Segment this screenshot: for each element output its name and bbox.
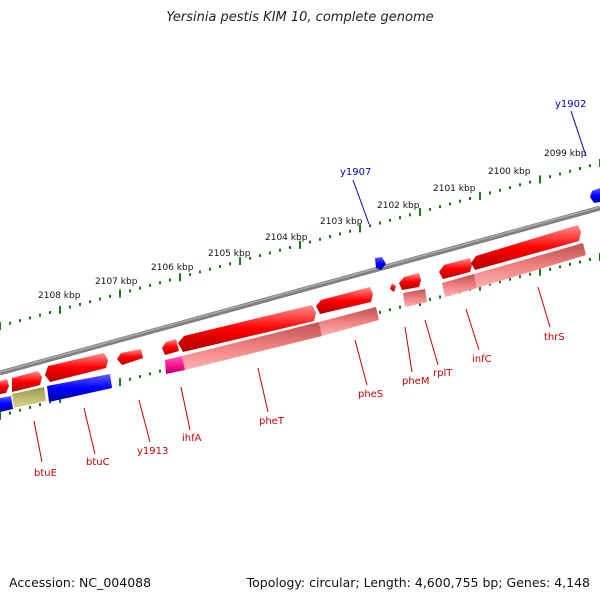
blue-marker[interactable] (375, 257, 386, 270)
rna-gene[interactable] (403, 289, 427, 307)
rna-gene[interactable] (319, 307, 379, 336)
gene-label-y1913: y1913 (137, 446, 168, 457)
gene-arrow[interactable] (178, 305, 316, 352)
ruler-label-2101: 2101 kbp (433, 184, 476, 194)
gene-label-btuC: btuC (86, 457, 110, 468)
gene-arrow[interactable] (471, 225, 581, 270)
rna-genes (165, 243, 586, 374)
gene-label-y1902: y1902 (555, 99, 586, 110)
rna-gene[interactable] (474, 243, 586, 288)
ruler-label-2102: 2102 kbp (377, 201, 420, 211)
accession-text: Accession: NC_004088 (9, 575, 152, 590)
gene-label-y1907: y1907 (340, 167, 371, 178)
reverse-gene[interactable] (47, 374, 112, 402)
gene-arrow[interactable] (117, 349, 143, 365)
gene-arrow[interactable] (439, 258, 472, 279)
gene-label-infC: infC (472, 354, 492, 365)
gene-arrow[interactable] (162, 339, 179, 355)
reverse-gene[interactable] (0, 396, 13, 412)
gene-arrow[interactable] (390, 283, 396, 292)
magenta-gene[interactable] (165, 356, 185, 374)
ruler-label-2108: 2108 kbp (38, 291, 81, 301)
gene-label-pheT: pheT (259, 416, 285, 427)
ruler-label-2099: 2099 kbp (544, 149, 587, 159)
rna-gene[interactable] (442, 274, 477, 297)
ruler-label-2106: 2106 kbp (151, 263, 194, 273)
ruler-label-2104: 2104 kbp (265, 233, 308, 243)
gene-arrow[interactable] (45, 353, 108, 382)
gene-label-thrS: thrS (544, 332, 565, 343)
forward-genes (0, 225, 581, 394)
y1907-leader (352, 179, 370, 225)
gene-leader-lines (33, 286, 551, 463)
genome-summary: Topology: circular; Length: 4,600,755 bp… (246, 575, 590, 590)
ruler-label-2103: 2103 kbp (320, 217, 363, 227)
blue-marker[interactable] (590, 188, 600, 203)
gene-arrow[interactable] (399, 273, 421, 290)
ruler-label-2107: 2107 kbp (95, 277, 138, 287)
gene-label-pheS: pheS (358, 389, 383, 400)
gene-label-pheM: pheM (402, 376, 429, 387)
gene-label-btuE: btuE (34, 468, 57, 479)
gene-arrow[interactable] (0, 379, 9, 394)
gene-label-rplT: rplT (433, 368, 453, 379)
gene-arrow[interactable] (12, 371, 42, 392)
gene-label-ihfA: ihfA (182, 433, 202, 444)
y1902-leader (570, 110, 587, 157)
gene-arrow[interactable] (316, 287, 373, 314)
ruler-label-2100: 2100 kbp (488, 167, 531, 177)
ruler-label-2105: 2105 kbp (208, 249, 251, 259)
rna-gene[interactable] (182, 322, 322, 370)
reverse-genes (0, 188, 600, 412)
genome-title: Yersinia pestis KIM 10, complete genome (166, 10, 434, 25)
olive-gene[interactable] (12, 387, 46, 408)
